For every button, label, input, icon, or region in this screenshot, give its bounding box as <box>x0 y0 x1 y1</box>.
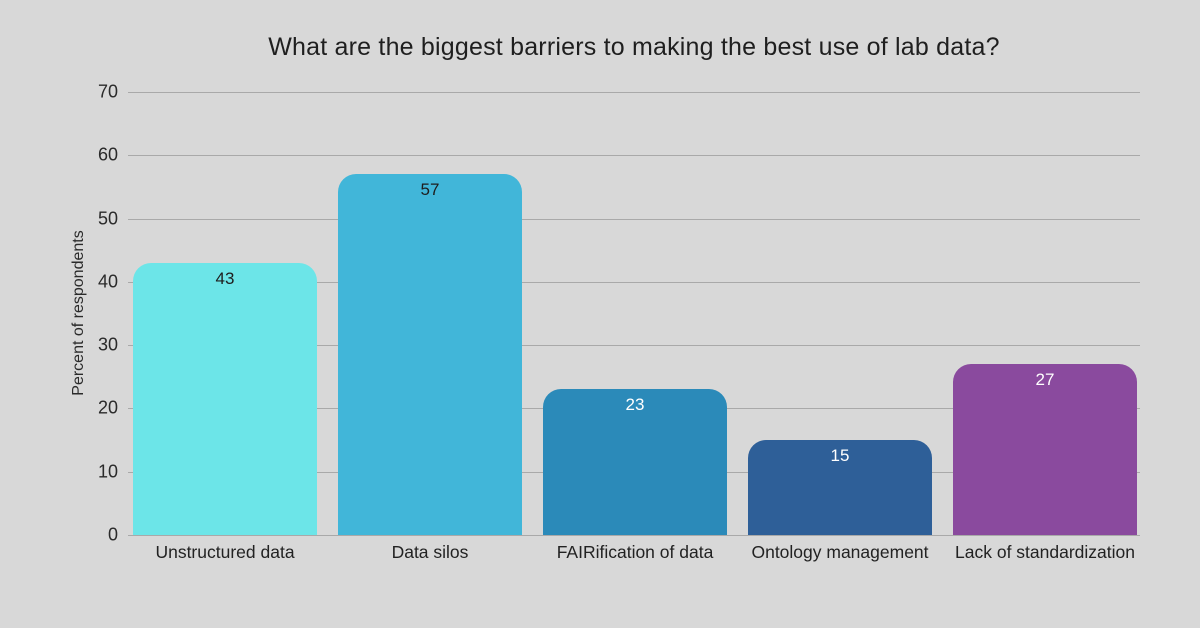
bar-unstructured-data <box>133 262 317 535</box>
x-tick-label: Ontology management <box>751 542 929 562</box>
bar-ontology-management <box>748 440 932 535</box>
x-tick-label: Unstructured data <box>155 542 295 562</box>
bar-fairification-of-data <box>543 389 727 535</box>
bar-lack-of-standardization <box>953 364 1137 535</box>
chart-title: What are the biggest barriers to making … <box>268 33 1000 61</box>
gridline <box>128 218 1140 220</box>
bar-value-label: 27 <box>1035 370 1055 390</box>
y-tick-label: 20 <box>97 397 118 418</box>
bar-value-label: 23 <box>625 395 645 415</box>
gridline <box>128 535 1140 536</box>
bar-value-label: 57 <box>420 180 440 200</box>
gridline <box>128 92 1140 93</box>
bar-value-label: 43 <box>215 268 235 288</box>
gridline <box>128 345 1140 347</box>
bar-data-silos <box>338 174 522 535</box>
bar-value-label: 15 <box>830 446 850 466</box>
x-tick-label: Lack of standardization <box>955 542 1135 562</box>
x-tick-label: FAIRification of data <box>556 542 714 562</box>
x-tick-label: Data silos <box>391 542 469 562</box>
y-tick-label: 70 <box>97 81 118 102</box>
gridline <box>128 281 1140 283</box>
gridline <box>128 155 1140 157</box>
y-tick-label: 0 <box>107 524 118 545</box>
y-tick-label: 30 <box>97 334 118 355</box>
y-tick-label: 40 <box>97 271 118 292</box>
y-tick-label: 50 <box>97 208 118 229</box>
y-tick-label: 60 <box>97 144 118 165</box>
y-tick-label: 10 <box>97 461 118 482</box>
